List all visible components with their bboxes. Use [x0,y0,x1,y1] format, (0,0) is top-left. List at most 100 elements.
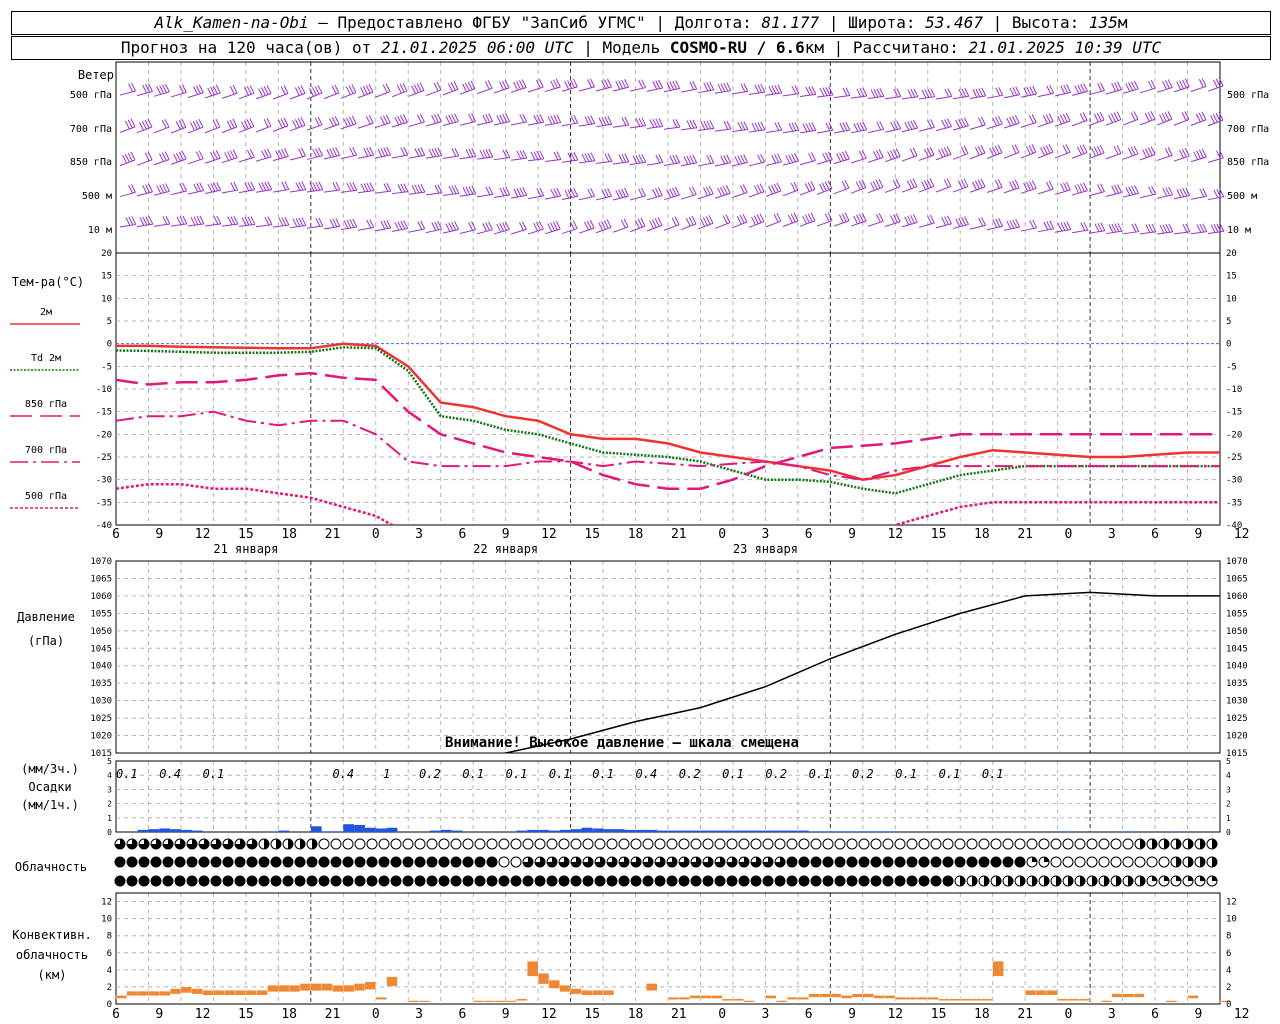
wind-barb-feather [309,88,314,97]
wind-barb [561,122,578,127]
wind-barb-feather [649,220,654,229]
conv-bar [884,995,896,999]
wind-barb-feather [981,217,987,226]
wind-barb-feather [122,154,128,164]
prec-tick-right: 4 [1226,771,1231,780]
cloud-fill [907,876,917,886]
wind-barb-feather [669,155,675,164]
wind-barb-feather [386,219,392,229]
wind-barb-feather [216,182,222,191]
cloud-fill [264,839,269,849]
wind-barb-feather [377,148,383,157]
wind-barb [1003,187,1020,194]
conv-bar [851,993,863,998]
pres-tick-left: 1070 [90,557,112,567]
cloud-fill [960,876,965,886]
wind-barb [391,227,408,232]
wind-barb [918,96,935,100]
wind-barb-feather [485,186,491,196]
wind-barb-feather [164,118,170,128]
wind-barb-feather [1057,222,1063,232]
temp-tick-left: -5 [101,362,112,372]
temp-tick-right: -5 [1226,362,1237,372]
wind-barb [187,92,204,98]
cloud-icon [894,838,906,850]
wind-barb [527,86,544,93]
wind-barb [221,223,238,227]
x-tick-label-bottom: 0 [718,1007,726,1022]
wind-barb-feather [821,182,827,192]
wind-barb-feather [1028,115,1034,124]
conv-bar [1122,993,1134,998]
wind-barb [255,156,272,162]
wind-barb-feather [212,85,218,95]
wind-barb-feather [683,156,689,165]
wind-barb-feather [753,215,759,224]
wind-barb-feather [708,185,714,195]
cloud-fill [607,857,617,867]
wind-barb [1088,191,1105,197]
wind-barb-feather [533,115,539,124]
wind-barb-feather [1195,113,1201,123]
temp-series-line [116,342,1220,481]
wind-barb-feather [334,116,340,125]
wind-barb [816,220,833,227]
wind-barb [255,125,272,133]
precip-label: 0.1 [116,767,138,781]
cloud-fill [547,857,557,867]
wind-barb [221,157,238,164]
wind-barb [629,225,646,233]
wind-barb-feather [298,217,304,227]
wind-barb [595,226,612,234]
wind-barb-feather [773,183,779,193]
wind-barb-feather [878,178,884,188]
wind-barb-feather [207,87,213,97]
wind-barb [1037,92,1054,98]
wind-barb-feather [144,152,150,162]
wind-barb-feather [348,116,354,125]
wind-barb-feather [1212,114,1218,123]
wind-barb [408,90,425,97]
wind-barb [935,153,952,161]
wind-barb-feather [368,83,374,93]
wind-barb-feather [1023,182,1029,192]
x-tick-label: 9 [502,527,510,542]
wind-barb-feather [845,121,851,131]
wind-barb-feather [1059,114,1065,124]
wind-barb-feather [345,86,351,95]
wind-barb-feather [130,184,136,193]
wind-barb-feather [637,218,643,228]
pres-tick-right: 1040 [1226,662,1248,672]
cloud-icon [450,838,462,850]
wind-barb [867,156,884,163]
wind-barb-feather [1210,224,1216,233]
wind-barb-feather [1150,111,1156,120]
wind-barb [476,229,493,235]
cloud-icon [1122,856,1134,868]
wind-barb-feather [552,221,558,231]
wind-barb [1139,118,1156,126]
wind-barb-feather [414,184,420,194]
wind-barb-feather [417,147,423,157]
cloud-fill [984,876,989,886]
wind-barb-feather [910,120,916,130]
wind-barb-feather [912,147,918,156]
wind-barb-feather [1046,85,1052,95]
wind-barb-feather [227,151,232,160]
wind-barb-feather [173,153,179,163]
header-line-2: Прогноз на 120 часа(ов) от 21.01.2025 06… [11,36,1271,60]
cloud-fill [859,857,869,867]
wind-barb-feather [1032,219,1038,229]
wind-barb-feather [1028,145,1034,154]
wind-barb-feather [159,184,165,194]
cloud-icon [654,838,666,850]
altitude: 135 [1088,13,1118,32]
wind-barb-feather [703,82,709,92]
wind-barb [1054,228,1071,233]
wind-barb [408,121,425,127]
wind-barb-feather [386,146,392,156]
wind-barb-feather [277,119,283,129]
wind-barb-feather [447,83,453,92]
precip-bar [180,829,192,832]
cloud-icon [774,838,786,850]
